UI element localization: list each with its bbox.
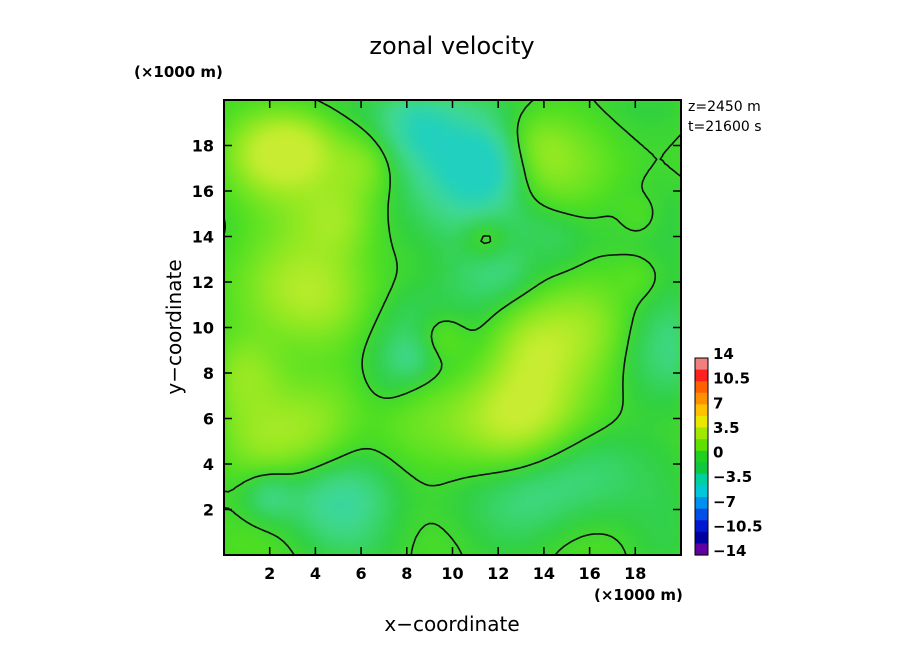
x-tick-label: 8	[401, 564, 412, 583]
y-tick-label: 8	[203, 364, 214, 383]
chart-title: zonal velocity	[369, 32, 534, 60]
y-unit-label: (×1000 m)	[134, 63, 223, 81]
zero-contours	[224, 100, 681, 555]
x-tick-label: 18	[624, 564, 646, 583]
y-tick-label: 16	[192, 182, 214, 201]
x-axis-ticks: 2 4 6 8 10 12 14 16 18	[264, 100, 646, 583]
colorbar-frame	[694, 357, 709, 556]
colorbar-tick-label: 7	[713, 394, 723, 412]
colorbar-swatch	[695, 497, 708, 510]
colorbar-swatch	[695, 427, 708, 440]
colorbar-swatch	[695, 462, 708, 475]
colorbar-tick-label: −7	[713, 493, 736, 511]
colorbar-swatch	[695, 404, 708, 417]
zero-contour-line	[224, 100, 681, 555]
y-tick-label: 10	[192, 319, 214, 338]
y-tick-label: 12	[192, 273, 214, 292]
y-tick-label: 2	[203, 501, 214, 520]
x-unit-label: (×1000 m)	[594, 586, 683, 604]
y-axis-label: y−coordinate	[162, 259, 186, 394]
colorbar-tick-label: −10.5	[713, 517, 763, 535]
x-axis-label: x−coordinate	[384, 612, 519, 636]
colorbar-tick-label: 10.5	[713, 370, 750, 388]
colorbar-swatch	[695, 543, 708, 556]
y-axis-ticks: 2 4 6 8 10 12 14 16 18	[192, 137, 681, 520]
colorbar-swatch	[695, 358, 708, 371]
colorbar-tick-label: 14	[713, 345, 734, 363]
y-tick-label: 14	[192, 228, 214, 247]
colorbar-tick-label: 0	[713, 444, 723, 462]
colorbar-swatch	[695, 531, 708, 545]
x-tick-label: 12	[487, 564, 509, 583]
colorbar-swatch	[695, 520, 708, 533]
x-tick-label: 16	[578, 564, 600, 583]
x-tick-label: 6	[356, 564, 367, 583]
colorbar-swatch	[695, 369, 708, 382]
colorbar-tick-label: −3.5	[713, 468, 752, 486]
colorbar-tick-label: −14	[713, 542, 746, 560]
x-tick-label: 14	[533, 564, 555, 583]
velocity-field	[224, 100, 681, 555]
colorbar: 14 10.5 7 3.5 0 −3.5 −7 −10.5 −14	[694, 345, 763, 560]
colorbar-swatch	[695, 473, 708, 487]
colorbar-tick-label: 3.5	[713, 419, 740, 437]
colorbar-swatch	[695, 439, 708, 452]
y-tick-label: 4	[203, 455, 214, 474]
x-tick-label: 10	[441, 564, 463, 583]
colorbar-swatch	[695, 392, 708, 405]
x-tick-label: 4	[310, 564, 321, 583]
y-tick-label: 18	[192, 137, 214, 156]
y-tick-label: 6	[203, 410, 214, 429]
colorbar-swatch	[695, 415, 708, 429]
colorbar-swatch	[695, 485, 708, 498]
colorbar-swatch	[695, 450, 708, 463]
x-tick-label: 2	[264, 564, 275, 583]
colorbar-swatch	[695, 381, 708, 394]
annotation-height: z=2450 m	[688, 99, 761, 115]
colorbar-swatch	[695, 508, 708, 521]
annotation-time: t=21600 s	[688, 119, 762, 135]
